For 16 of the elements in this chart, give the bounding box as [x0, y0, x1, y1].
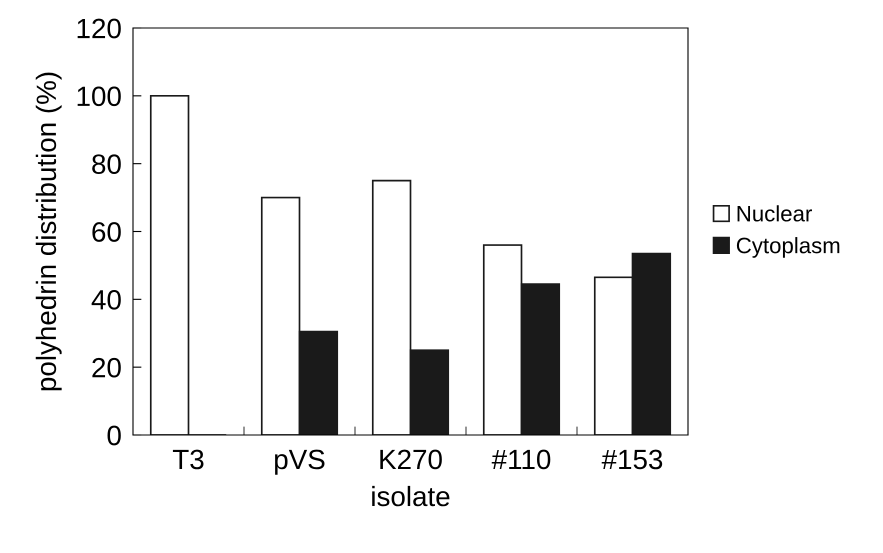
y-axis-title: polyhedrin distribution (%) [36, 72, 62, 390]
y-tick-label: 120 [78, 18, 121, 38]
legend-label: Cytoplasm [736, 237, 840, 258]
legend-label: Nuclear [738, 205, 812, 222]
y-tick-label: 40 [92, 290, 121, 310]
y-tick-label: 60 [92, 222, 121, 242]
y-tick-label: 100 [78, 86, 121, 106]
x-tick-label: T3 [172, 450, 204, 470]
y-tick-label: 20 [92, 358, 121, 378]
y-tick-label: 0 [108, 426, 121, 446]
x-tick-label: pVS [275, 450, 324, 475]
x-tick-label: #153 [602, 450, 662, 470]
x-tick-label: K270 [380, 450, 442, 470]
y-tick-label: 80 [92, 154, 121, 174]
x-axis-title: isolate [372, 486, 450, 506]
x-tick-label: #110 [492, 450, 550, 470]
